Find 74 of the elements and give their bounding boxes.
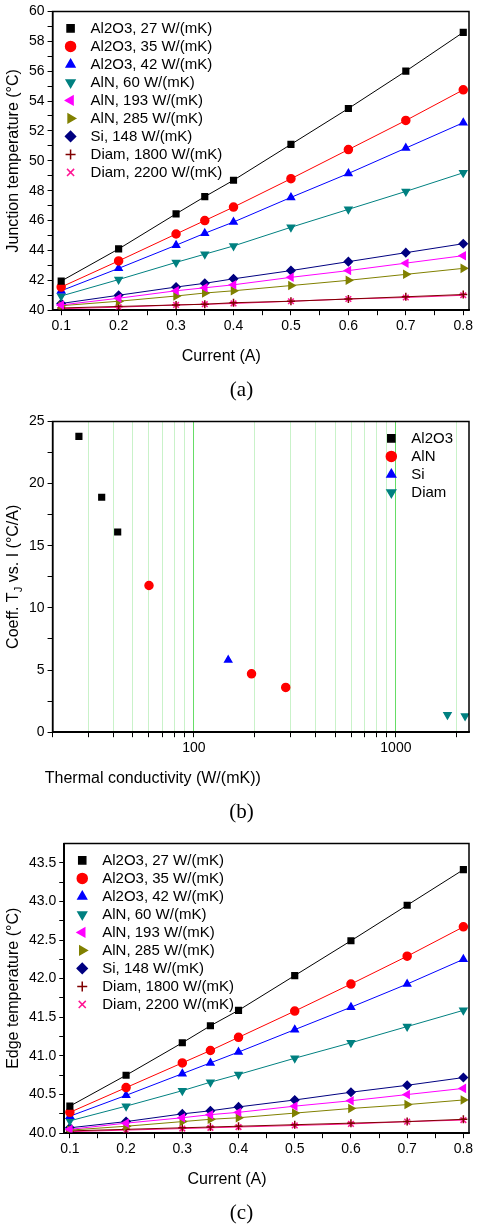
y-tick-label: 56	[28, 62, 45, 79]
x-tick-label: 0.6	[341, 1140, 361, 1157]
y-tick-label: 42.0	[29, 969, 57, 986]
y-tick-label: 20	[28, 474, 45, 491]
y-tick-label: 58	[28, 32, 45, 49]
legend-label: Al2O3, 42 W/(mK)	[102, 886, 224, 904]
y-tick-label: 48	[28, 181, 45, 198]
legend-label: Al2O3, 27 W/(mK)	[90, 18, 213, 36]
legend-label: Al2O3	[411, 428, 454, 446]
legend-label: AlN, 60 W/(mK)	[90, 72, 195, 90]
x-tick-label: 0.4	[223, 317, 244, 334]
x-tick-label: 0.1	[51, 317, 72, 334]
text: (c)	[228, 1199, 255, 1226]
legend-label: AlN, 285 W/(mK)	[102, 940, 215, 958]
legend-label: Al2O3, 42 W/(mK)	[90, 54, 213, 72]
legend-label: Diam, 2200 W/(mK)	[90, 162, 223, 180]
y-tick-label: 40.5	[29, 1085, 57, 1102]
y-tick-label: 42.5	[29, 930, 57, 947]
y-tick-label: 15	[28, 536, 45, 553]
legend-label: Diam, 2200 W/(mK)	[102, 994, 234, 1012]
legend-label: Diam, 1800 W/(mK)	[102, 976, 234, 994]
x-axis-title: Current (A)	[181, 346, 261, 364]
legend-label: AlN	[411, 446, 436, 464]
legend-label: Diam, 1800 W/(mK)	[90, 144, 223, 162]
y-tick-label: 5	[36, 660, 45, 677]
y-axis-title: Edge temperature (°C)	[4, 907, 22, 1069]
legend-label: Diam	[411, 482, 447, 500]
x-tick-label: 0.3	[172, 1140, 193, 1157]
legend-label: AlN, 60 W/(mK)	[102, 904, 207, 922]
y-tick-label: 25	[28, 412, 45, 429]
x-tick-label: 0.3	[166, 317, 187, 334]
x-tick-label: 0.1	[60, 1140, 80, 1157]
y-tick-label: 46	[28, 211, 45, 228]
legend-label: Al2O3, 35 W/(mK)	[102, 868, 224, 886]
text: (b)	[228, 798, 255, 825]
legend-label: Si, 148 W/(mK)	[90, 126, 193, 144]
y-tick-label: 52	[28, 121, 45, 138]
y-tick-label: 40	[28, 301, 45, 318]
y-tick-label: 50	[28, 151, 45, 168]
y-tick-label: 0	[36, 723, 45, 740]
y-tick-label: 42	[28, 271, 45, 288]
x-tick-label: 0.8	[453, 1140, 474, 1157]
legend-label: AlN, 193 W/(mK)	[90, 90, 204, 108]
y-tick-label: 54	[28, 91, 45, 108]
y-axis-title: Coeff. TJ vs. I (°C/A)	[4, 504, 24, 649]
x-tick-label: 0.7	[397, 1140, 418, 1157]
x-tick-label: 0.4	[228, 1140, 249, 1157]
y-tick-label: 43.0	[29, 892, 57, 909]
text: (a)	[228, 376, 255, 403]
x-tick-label: 0.2	[116, 1140, 137, 1157]
legend-label: AlN, 285 W/(mK)	[90, 108, 204, 126]
x-tick-label: 0.8	[453, 317, 474, 334]
x-axis-title: Thermal conductivity (W/(mK))	[44, 768, 261, 786]
x-axis-title: Current (A)	[187, 1169, 267, 1187]
legend-label: AlN, 193 W/(mK)	[102, 922, 215, 940]
x-tick-label: 0.6	[338, 317, 359, 334]
y-tick-label: 43.5	[29, 853, 57, 870]
legend-label: Al2O3, 27 W/(mK)	[102, 850, 224, 868]
x-tick-label: 0.5	[285, 1140, 305, 1157]
x-tick-label: 0.7	[396, 317, 416, 334]
x-tick-label: 100	[182, 739, 206, 756]
x-tick-label: 1000	[380, 739, 412, 756]
y-tick-label: 60	[28, 2, 45, 19]
legend-label: Si	[411, 464, 425, 482]
legend-label: Si, 148 W/(mK)	[102, 958, 204, 976]
x-tick-label: 0.5	[281, 317, 301, 334]
y-tick-label: 41.0	[29, 1046, 57, 1063]
y-axis-title: Junction temperature (°C)	[4, 69, 22, 253]
y-tick-label: 44	[28, 241, 45, 258]
y-tick-label: 41.5	[29, 1008, 57, 1025]
y-tick-label: 10	[28, 598, 45, 615]
x-tick-label: 0.2	[108, 317, 129, 334]
legend-label: Al2O3, 35 W/(mK)	[90, 36, 213, 54]
y-tick-label: 40.0	[29, 1124, 57, 1141]
